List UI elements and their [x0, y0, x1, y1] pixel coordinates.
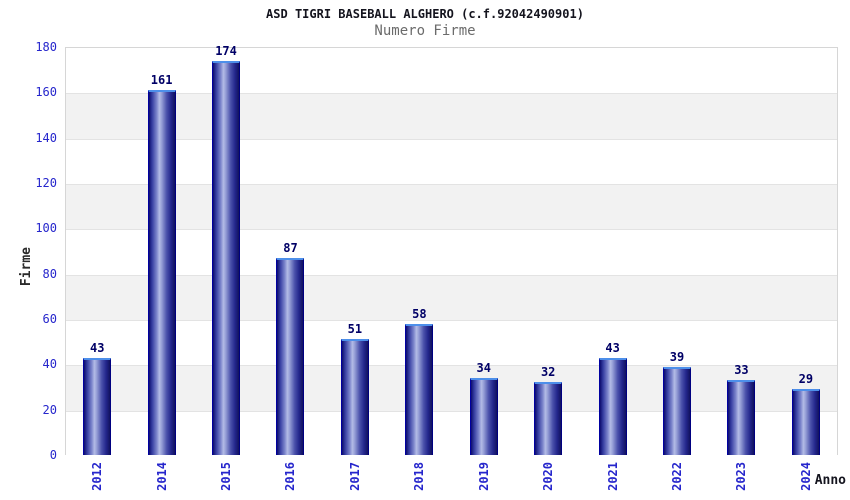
x-tick-label: 2018 — [387, 462, 451, 491]
x-tick-label-text: 2024 — [798, 462, 813, 491]
y-tick-label: 140 — [35, 130, 57, 145]
bar-2014 — [147, 90, 176, 455]
bar-2023 — [727, 380, 756, 455]
y-tick-label: 80 — [42, 266, 57, 281]
bar-value-label: 33 — [734, 363, 749, 378]
plot-band — [66, 48, 837, 94]
bar-value-label: 34 — [476, 360, 491, 375]
gridline — [66, 365, 837, 367]
y-axis-title: Firme — [18, 247, 34, 287]
plot-band — [66, 410, 837, 456]
bar-value-label: 39 — [669, 349, 685, 364]
gridline — [66, 229, 837, 231]
y-tick-label: 160 — [35, 85, 57, 100]
bar-value-label: 161 — [150, 73, 173, 88]
x-tick-label-text: 2016 — [283, 462, 298, 491]
x-tick-label: 2014 — [129, 462, 193, 491]
bar-group-2014: 161 2014 — [129, 47, 193, 491]
bar-group-2021: 43 2021 — [580, 47, 644, 491]
plot-band — [66, 320, 837, 366]
bar-group-2022: 39 2022 — [645, 47, 709, 491]
bar-2016 — [276, 257, 305, 455]
bar-2012 — [83, 357, 112, 455]
bar-value-label: 58 — [412, 306, 427, 321]
plot-band — [66, 229, 837, 275]
bar-value-label: 43 — [605, 340, 620, 355]
x-tick-label: 2012 — [65, 462, 129, 491]
y-tick-label: 0 — [49, 448, 57, 462]
bar-2024 — [791, 389, 820, 455]
bar-group-2024: 29 2024 — [774, 47, 838, 491]
bar-group-2017: 51 2017 — [323, 47, 387, 491]
x-tick-label-text: 2019 — [476, 462, 491, 491]
y-tick-label: 100 — [35, 221, 57, 236]
x-axis-title: Anno — [814, 473, 846, 488]
x-tick-label: 2021 — [580, 462, 644, 491]
y-tick-label: 20 — [42, 402, 57, 417]
plot-band — [66, 274, 837, 320]
bar-2015 — [212, 60, 241, 455]
x-tick-label-text: 2021 — [605, 462, 620, 491]
bar-group-2019: 34 2019 — [452, 47, 516, 491]
x-tick-label: 2020 — [516, 462, 580, 491]
x-tick-label-text: 2020 — [541, 462, 556, 491]
plot-area — [65, 47, 838, 456]
plot-band — [66, 93, 837, 139]
gridline — [66, 138, 837, 140]
y-tick-label: 60 — [42, 312, 57, 326]
bar-group-2015: 174 2015 — [194, 43, 258, 491]
plot-band — [66, 365, 837, 411]
y-tick-label: 40 — [42, 357, 57, 372]
bar-value-label: 51 — [347, 322, 363, 337]
x-tick-label-text: 2022 — [670, 462, 684, 491]
bar-2020 — [534, 382, 563, 455]
gridline — [66, 320, 837, 321]
bar-value-label: 43 — [89, 340, 105, 355]
x-tick-label-text: 2014 — [154, 462, 169, 491]
gridline — [66, 184, 837, 185]
bar-value-label: 29 — [798, 372, 814, 387]
x-tick-label: 2022 — [645, 462, 709, 491]
bar-2018 — [405, 323, 434, 455]
gridline — [66, 274, 837, 276]
plot-band — [66, 138, 837, 184]
bars-container: 43 2012 161 2014 174 2015 87 2016 51 2017 58 2018 34… — [65, 43, 838, 491]
chart-subtitle: Numero Firme — [374, 23, 476, 39]
bar-value-label: 87 — [283, 240, 298, 255]
y-tick-label: 120 — [35, 176, 57, 190]
x-tick-label: 2017 — [323, 462, 387, 491]
gridline — [66, 93, 837, 95]
x-tick-label-text: 2023 — [734, 462, 749, 491]
y-tick-label: 180 — [35, 40, 57, 54]
plot-band — [66, 184, 837, 230]
x-tick-label-text: 2012 — [90, 462, 105, 491]
x-tick-label: 2015 — [194, 462, 258, 491]
bar-value-label: 32 — [540, 365, 556, 380]
bar-group-2012: 43 2012 — [65, 47, 129, 491]
bar-2021 — [598, 357, 627, 455]
x-tick-label-text: 2018 — [412, 462, 427, 491]
bar-2019 — [469, 377, 498, 455]
bar-value-label: 174 — [215, 43, 237, 58]
bar-2022 — [663, 366, 691, 455]
x-tick-label-text: 2015 — [219, 462, 234, 491]
chart-title: ASD TIGRI BASEBALL ALGHERO (c.f.92042490… — [266, 7, 584, 21]
bar-group-2023: 33 2023 — [709, 47, 773, 491]
x-tick-label-text: 2017 — [347, 462, 362, 491]
x-tick-label: 2019 — [452, 462, 516, 491]
gridline — [66, 410, 837, 412]
bar-2017 — [340, 339, 369, 455]
bar-group-2020: 32 2020 — [516, 47, 580, 491]
x-tick-label: 2016 — [258, 462, 322, 491]
x-tick-label: 2023 — [709, 462, 773, 491]
bar-group-2018: 58 2018 — [387, 47, 451, 491]
bar-group-2016: 87 2016 — [258, 47, 322, 491]
